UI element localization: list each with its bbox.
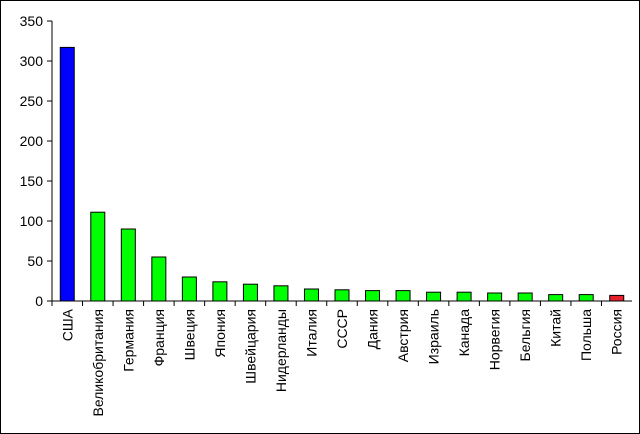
x-tick-label: Дания [365, 309, 381, 349]
x-tick-label: Канада [456, 309, 472, 357]
y-tick-label: 100 [20, 213, 44, 229]
bar [395, 290, 411, 302]
bar [426, 291, 442, 302]
bar [487, 292, 503, 302]
x-tick-label: Великобритания [90, 309, 106, 417]
bar [242, 283, 258, 302]
x-tick-label: Польша [578, 309, 594, 361]
bar [273, 285, 289, 302]
x-tick-label: Норвегия [487, 309, 503, 370]
bar [59, 46, 75, 302]
bar [334, 289, 350, 302]
y-tick-label: 250 [20, 93, 44, 109]
x-tick-label: США [59, 308, 75, 341]
bar [578, 294, 594, 302]
y-tick-label: 150 [20, 173, 44, 189]
x-tick-label: Бельгия [517, 309, 533, 361]
x-tick-label: Италия [303, 309, 319, 357]
bar [212, 281, 228, 302]
y-tick-label: 0 [35, 293, 43, 309]
y-tick-label: 300 [20, 53, 44, 69]
bar [609, 294, 625, 302]
y-tick-label: 50 [27, 253, 43, 269]
x-tick-label: СССР [334, 309, 350, 349]
bar [120, 228, 136, 302]
bar [90, 211, 106, 302]
bar [365, 290, 381, 302]
bar [151, 256, 167, 302]
bar [303, 288, 319, 302]
x-tick-label: Китай [548, 309, 564, 347]
bar [181, 276, 197, 302]
bar [517, 292, 533, 302]
x-tick-label: Россия [609, 309, 625, 355]
bar [456, 291, 472, 302]
y-tick-label: 200 [20, 133, 44, 149]
x-tick-label: Австрия [395, 309, 411, 362]
x-tick-label: Япония [212, 309, 228, 358]
x-tick-label: Швейцария [242, 309, 258, 384]
y-tick-label: 350 [20, 13, 44, 29]
x-tick-label: Нидерланды [273, 309, 289, 392]
x-tick-label: Швеция [181, 309, 197, 360]
bar [548, 294, 564, 302]
x-tick-label: Франция [151, 309, 167, 366]
x-tick-label: Германия [120, 309, 136, 372]
x-tick-label: Израиль [426, 309, 442, 364]
